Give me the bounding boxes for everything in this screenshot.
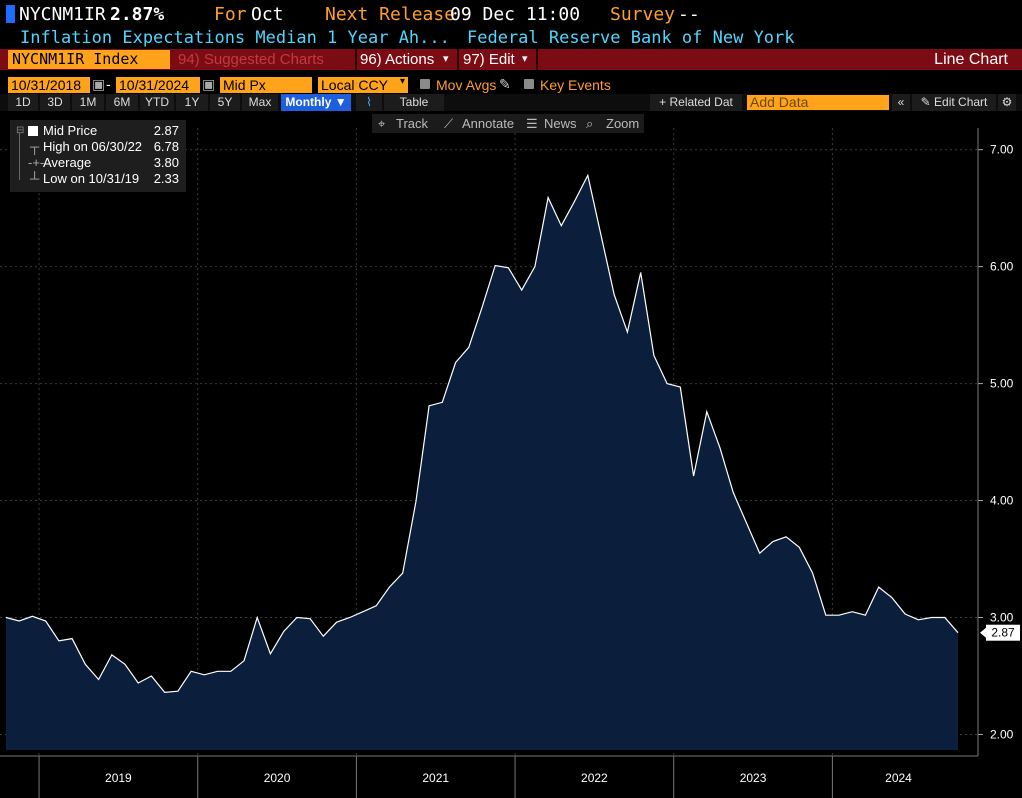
legend-average-value: 3.80 <box>153 155 179 170</box>
field-select[interactable]: Mid Px <box>220 77 312 93</box>
command-cursor <box>6 5 15 23</box>
y-tick-label: 7.00 <box>990 143 1014 157</box>
period-3d[interactable]: 3D <box>40 94 70 111</box>
annotate-button[interactable]: Annotate <box>462 116 515 131</box>
y-tick-label: 3.00 <box>990 611 1014 625</box>
ticker-symbol[interactable]: NYCNM1IR <box>19 4 106 25</box>
for-label: For <box>214 4 247 25</box>
calendar-icon[interactable]: ▣ <box>202 76 216 92</box>
x-tick-label: 2024 <box>885 771 912 785</box>
add-data-input[interactable]: Add Data <box>747 95 889 110</box>
end-date-input[interactable]: 10/31/2024 <box>116 77 200 93</box>
y-tick-label: 2.00 <box>990 727 1014 741</box>
x-tick-label: 2021 <box>422 771 449 785</box>
currency-select[interactable]: Local CCY <box>318 77 408 93</box>
edit-chart-button[interactable]: ✎ Edit Chart <box>912 94 996 111</box>
suggested-charts-menu[interactable]: 94) Suggested Charts <box>178 51 324 68</box>
survey-label: Survey <box>610 4 676 25</box>
chart-controls: 10/31/2018 ▣ - 10/31/2024 ▣ Mid Px Local… <box>0 75 1022 95</box>
last-value: 2.87% <box>110 4 165 25</box>
data-source: Federal Reserve Bank of New York <box>467 28 795 48</box>
frequency-select[interactable]: Monthly ▼ <box>281 94 351 111</box>
legend-high-value: 6.78 <box>153 139 179 154</box>
legend-mid-price-value: 2.87 <box>153 123 179 138</box>
legend-low-value: 2.33 <box>153 171 179 186</box>
y-tick-label: 4.00 <box>990 494 1014 508</box>
series-area <box>6 175 958 750</box>
frequency-label: Monthly <box>285 95 332 109</box>
period-max[interactable]: Max <box>242 94 278 111</box>
average-marker-icon: -+- <box>28 155 45 170</box>
zoom-button[interactable]: Zoom <box>606 116 640 131</box>
related-data-button[interactable]: + Related Dat <box>650 94 742 111</box>
period-1y[interactable]: 1Y <box>176 94 208 111</box>
low-marker-icon: ┴ <box>30 171 40 186</box>
search-icon: ⌕ <box>586 116 594 131</box>
period-bar: 1D 3D 1M 6M YTD 1Y 5Y Max Monthly ▼ ⌇ Ta… <box>0 94 1022 111</box>
security-field[interactable]: NYCNM1IR Index <box>8 50 170 69</box>
edit-menu[interactable]: 97) Edit <box>463 51 515 68</box>
period-6m[interactable]: 6M <box>106 94 138 111</box>
chart-toolbar: ⌖ Track ⟋ Annotate ☰ News ⌕ Zoom <box>372 114 644 133</box>
last-value-label: 2.87 <box>991 626 1015 640</box>
legend-high-label: High on 06/30/22 <box>43 139 143 154</box>
x-tick-label: 2019 <box>105 771 132 785</box>
high-marker-icon: ┬ <box>30 139 40 154</box>
line-chart[interactable]: 2.00 3.00 4.00 5.00 6.00 7.00 2019 2020 2021 202… <box>0 128 1022 798</box>
x-tick-label: 2020 <box>264 771 291 785</box>
next-release-label: Next Release <box>325 4 456 25</box>
collapse-icon[interactable]: « <box>892 94 910 111</box>
track-button[interactable]: Track <box>396 116 429 131</box>
calendar-icon[interactable]: ▣ <box>92 76 106 92</box>
period-1d[interactable]: 1D <box>8 94 38 111</box>
x-tick-label: 2022 <box>581 771 608 785</box>
news-icon: ☰ <box>526 116 538 131</box>
edit-chart-label: Edit Chart <box>934 95 988 109</box>
mov-avgs-label[interactable]: Mov Avgs <box>436 77 497 93</box>
legend-swatch <box>28 126 38 136</box>
chart-legend: ⊟ Mid Price 2.87 ┬ High on 06/30/22 6.78… <box>10 120 186 192</box>
x-tick-label: 2023 <box>740 771 767 785</box>
annotate-icon: ⟋ <box>444 116 454 131</box>
for-value: Oct <box>251 4 284 25</box>
security-header: NYCNM1IR 2.87% For Oct Next Release 09 D… <box>0 0 1022 28</box>
actions-menu[interactable]: 96) Actions <box>360 51 435 68</box>
legend-low-label: Low on 10/31/19 <box>43 171 140 186</box>
collapse-icon[interactable]: ⊟ <box>16 125 25 136</box>
crosshair-icon: ⌖ <box>378 116 386 131</box>
key-events-checkbox[interactable] <box>524 79 534 89</box>
line-chart-icon[interactable]: ⌇ <box>356 94 382 111</box>
legend-mid-price-label: Mid Price <box>43 123 98 138</box>
pencil-icon[interactable]: ✎ <box>499 76 511 92</box>
chevron-down-icon: ▾ <box>443 53 449 65</box>
last-value-tag <box>986 624 1020 641</box>
period-1m[interactable]: 1M <box>72 94 104 111</box>
function-menu-bar: NYCNM1IR Index 94) Suggested Charts 96) … <box>0 49 1022 70</box>
key-events-label[interactable]: Key Events <box>540 77 611 93</box>
chevron-down-icon: ▾ <box>522 53 528 65</box>
series-line <box>5 173 959 694</box>
last-value-pointer <box>980 627 986 638</box>
period-5y[interactable]: 5Y <box>210 94 240 111</box>
news-button[interactable]: News <box>544 116 577 131</box>
series-description: Inflation Expectations Median 1 Year Ah.… <box>20 28 450 48</box>
description-line: Inflation Expectations Median 1 Year Ah.… <box>0 28 1022 48</box>
survey-value: -- <box>678 4 700 25</box>
y-tick-label: 5.00 <box>990 377 1014 391</box>
y-tick-label: 6.00 <box>990 260 1014 274</box>
legend-average-label: Average <box>43 155 92 170</box>
gear-icon[interactable]: ⚙ <box>998 94 1016 111</box>
chart-type-label: Line Chart <box>934 51 1008 68</box>
table-button[interactable]: Table <box>384 94 444 111</box>
mov-avgs-checkbox[interactable] <box>420 79 430 89</box>
next-release-value: 09 Dec 11:00 <box>450 4 581 25</box>
chevron-down-icon: ▾ <box>400 76 406 87</box>
period-ytd[interactable]: YTD <box>140 94 174 111</box>
start-date-input[interactable]: 10/31/2018 <box>8 77 90 93</box>
